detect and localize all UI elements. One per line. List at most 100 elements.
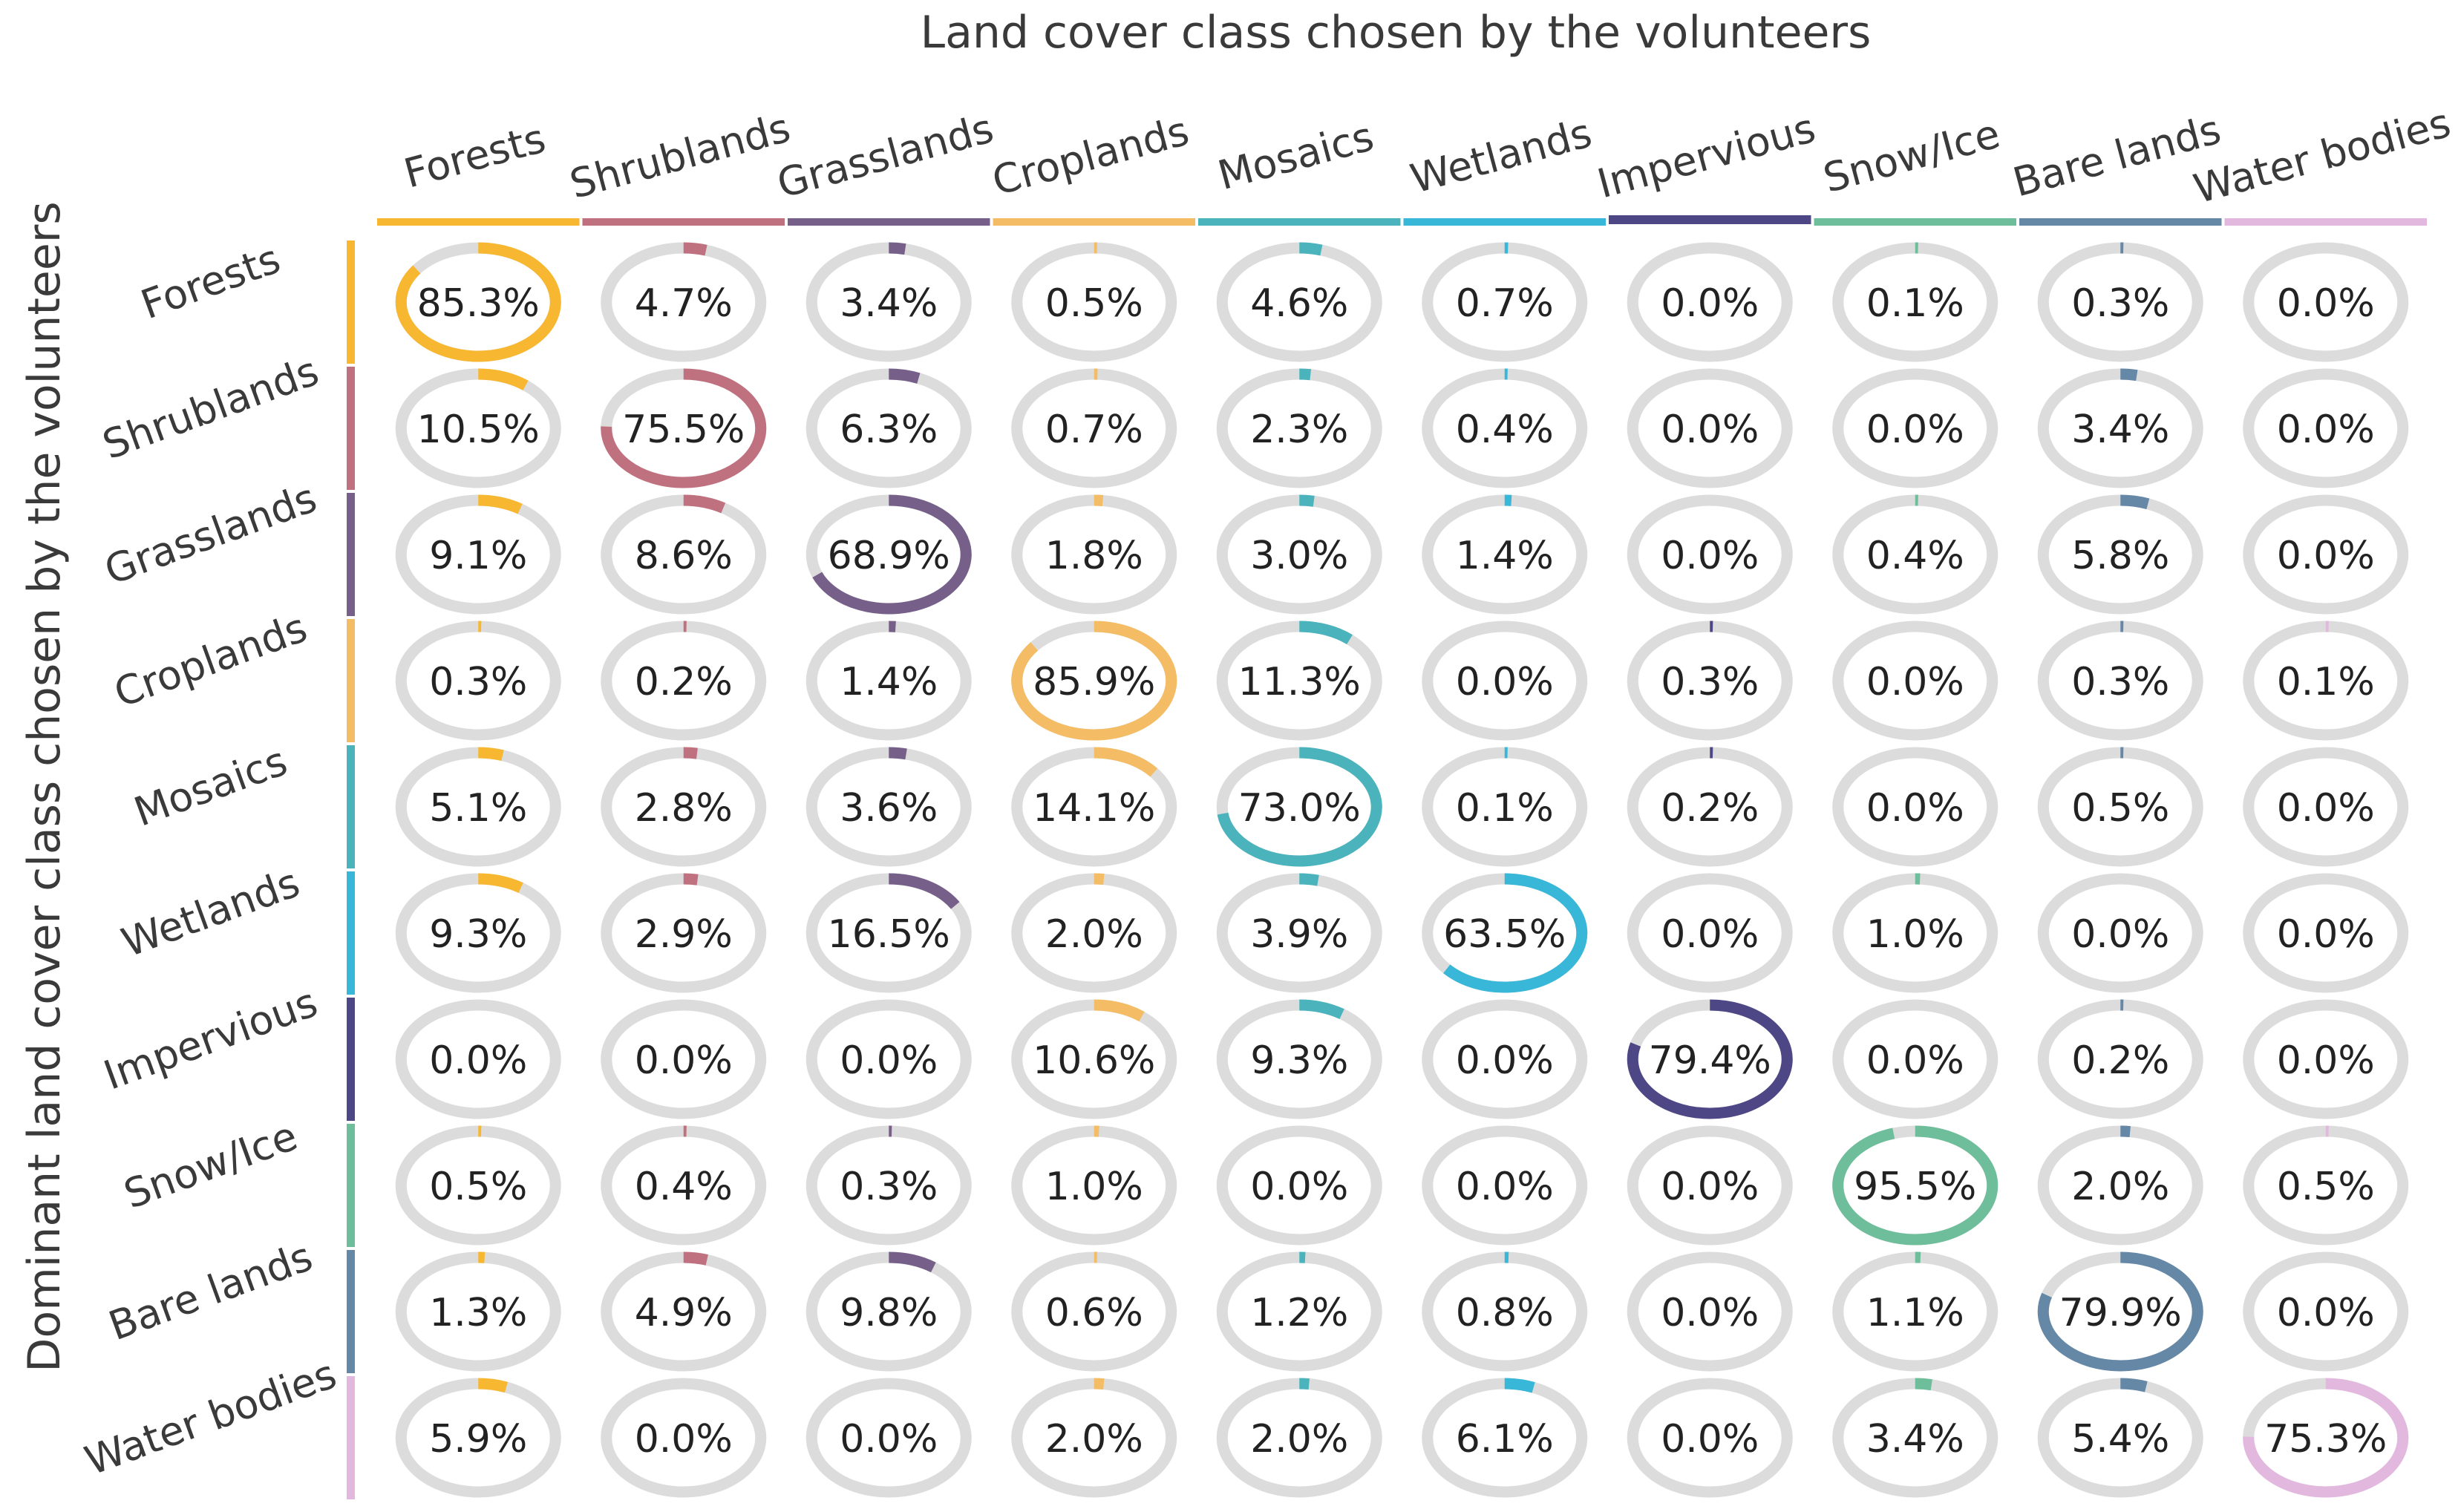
cell-value-label: 11.3%: [1238, 660, 1361, 704]
cell-value-label: 0.2%: [1661, 786, 1759, 831]
cell-impervious-wetlands: 0.0%: [1422, 999, 1588, 1119]
donut-track: [2037, 873, 2203, 993]
cell-water-bodies-grasslands: 0.0%: [805, 1378, 972, 1498]
cell-bare-lands-grasslands: 9.8%: [805, 1251, 972, 1372]
cell-forests-forests: 85.3%: [395, 242, 561, 362]
donut-arc: [1299, 999, 1344, 1019]
cell-value-label: 68.9%: [828, 534, 950, 578]
cell-value-label: 0.8%: [1456, 1291, 1554, 1335]
cell-value-label: 75.3%: [2264, 1417, 2387, 1462]
donut-arc: [1915, 1378, 1932, 1391]
cell-water-bodies-mosaics: 2.0%: [1216, 1378, 1382, 1498]
cell-croplands-snow-ice: 0.0%: [1832, 621, 1998, 741]
cell-wetlands-shrublands: 2.9%: [601, 873, 767, 993]
cell-croplands-bare-lands: 0.3%: [2037, 621, 2203, 741]
cell-forests-bare-lands: 0.3%: [2037, 242, 2203, 362]
cell-forests-shrublands: 4.7%: [601, 242, 767, 362]
cell-snow-ice-grasslands: 0.3%: [805, 1125, 972, 1246]
cell-snow-ice-forests: 0.5%: [395, 1125, 561, 1246]
cell-value-label: 5.9%: [429, 1417, 527, 1462]
donut-track: [1422, 621, 1588, 741]
cell-value-label: 2.0%: [1045, 1417, 1143, 1462]
cell-value-label: 10.5%: [417, 408, 540, 452]
cell-value-label: 0.0%: [1250, 1165, 1348, 1209]
cell-forests-grasslands: 3.4%: [805, 242, 972, 362]
donut-track: [1627, 1125, 1793, 1246]
cell-bare-lands-bare-lands: 79.9%: [2037, 1251, 2203, 1372]
donut-arc: [889, 1251, 936, 1273]
cell-mosaics-water-bodies: 0.0%: [2243, 747, 2409, 867]
row-label-croplands: Croplands: [108, 604, 313, 717]
cell-shrublands-wetlands: 0.4%: [1422, 368, 1588, 488]
cell-value-label: 0.3%: [840, 1165, 938, 1209]
donut-track: [1422, 999, 1588, 1119]
cell-water-bodies-wetlands: 6.1%: [1422, 1378, 1588, 1498]
donut-track: [1627, 1251, 1793, 1372]
donut-track: [805, 1378, 972, 1498]
col-label-mosaics: Mosaics: [1213, 113, 1379, 199]
donut-track: [2243, 494, 2409, 615]
donut-track: [1832, 368, 1998, 488]
cell-forests-impervious: 0.0%: [1627, 242, 1793, 362]
cell-impervious-grasslands: 0.0%: [805, 999, 972, 1119]
cell-impervious-water-bodies: 0.0%: [2243, 999, 2409, 1119]
cell-value-label: 0.1%: [2277, 660, 2375, 704]
row-bar-snow-ice: [347, 1124, 355, 1247]
row-label-water-bodies: Water bodies: [79, 1350, 342, 1485]
cell-value-label: 0.0%: [1661, 534, 1759, 578]
cell-snow-ice-croplands: 1.0%: [1011, 1125, 1177, 1246]
cell-wetlands-impervious: 0.0%: [1627, 873, 1793, 993]
col-label-water-bodies: Water bodies: [2189, 99, 2455, 213]
cell-water-bodies-forests: 5.9%: [395, 1378, 561, 1498]
row-bar-croplands: [347, 619, 355, 742]
donut-track: [805, 999, 972, 1119]
cell-croplands-shrublands: 0.2%: [601, 621, 767, 741]
row-bar-grasslands: [347, 493, 355, 616]
donut-arc: [478, 368, 529, 390]
col-label-impervious: Impervious: [1592, 105, 1820, 208]
cell-value-label: 0.0%: [2277, 786, 2375, 831]
donut-arc: [1504, 1378, 1535, 1393]
cell-value-label: 0.7%: [1045, 408, 1143, 452]
donut-arc: [2120, 1378, 2148, 1392]
cell-impervious-impervious: 79.4%: [1627, 999, 1793, 1119]
cell-value-label: 16.5%: [828, 912, 950, 957]
donut-arc: [1094, 747, 1158, 777]
donut-arc: [683, 873, 699, 886]
col-label-forests: Forests: [399, 115, 551, 197]
cell-value-label: 1.8%: [1045, 534, 1143, 578]
donut-arc: [889, 368, 921, 384]
row-label-mosaics: Mosaics: [128, 737, 292, 835]
donut-track: [2243, 873, 2409, 993]
cell-croplands-grasslands: 1.4%: [805, 621, 972, 741]
cell-grasslands-water-bodies: 0.0%: [2243, 494, 2409, 615]
cell-value-label: 5.8%: [2071, 534, 2169, 578]
cell-croplands-wetlands: 0.0%: [1422, 621, 1588, 741]
cell-shrublands-croplands: 0.7%: [1011, 368, 1177, 488]
cell-value-label: 0.0%: [1661, 1417, 1759, 1462]
cell-wetlands-bare-lands: 0.0%: [2037, 873, 2203, 993]
cell-grasslands-snow-ice: 0.4%: [1832, 494, 1998, 615]
cell-value-label: 2.9%: [635, 912, 733, 957]
cell-value-label: 0.4%: [1456, 408, 1554, 452]
cell-value-label: 3.6%: [840, 786, 938, 831]
cell-value-label: 0.3%: [1661, 660, 1759, 704]
cell-value-label: 0.2%: [2071, 1038, 2169, 1083]
donut-arc: [1299, 368, 1311, 381]
cell-shrublands-grasslands: 6.3%: [805, 368, 972, 488]
cell-grasslands-impervious: 0.0%: [1627, 494, 1793, 615]
donut-arc: [2120, 1125, 2131, 1138]
cell-water-bodies-shrublands: 0.0%: [601, 1378, 767, 1498]
cell-value-label: 2.3%: [1250, 408, 1348, 452]
donut-track: [1627, 1378, 1793, 1498]
col-bar-forests: [377, 218, 580, 226]
cell-value-label: 0.3%: [2071, 281, 2169, 326]
cell-value-label: 3.9%: [1250, 912, 1348, 957]
cell-grasslands-wetlands: 1.4%: [1422, 494, 1588, 615]
col-bar-snow-ice: [1814, 218, 2016, 226]
row-label-bare-lands: Bare lands: [102, 1233, 318, 1349]
y-axis-title: Dominant land cover class chosen by the …: [19, 201, 71, 1372]
donut-arc: [1094, 873, 1105, 886]
cell-impervious-forests: 0.0%: [395, 999, 561, 1119]
col-bar-wetlands: [1403, 218, 1606, 226]
